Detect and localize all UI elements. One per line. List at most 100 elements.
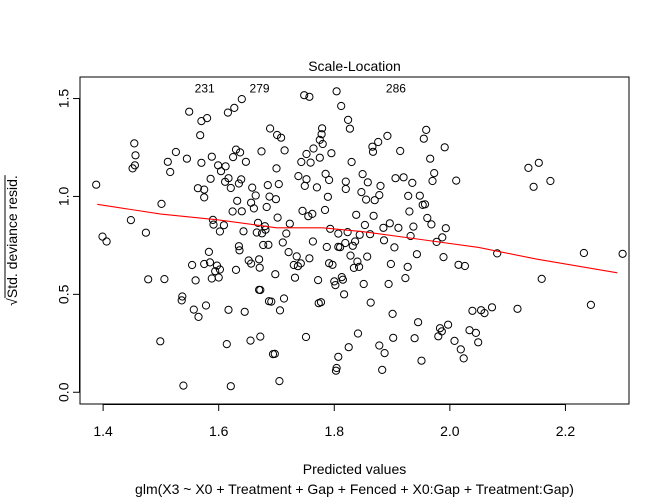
data-point xyxy=(241,157,250,166)
data-point xyxy=(315,135,324,144)
data-point xyxy=(92,180,101,189)
point-label: 279 xyxy=(250,82,270,96)
data-point xyxy=(309,144,318,153)
data-point xyxy=(273,213,282,222)
data-point xyxy=(401,274,410,283)
data-point xyxy=(252,228,261,237)
data-point xyxy=(374,137,383,147)
data-point xyxy=(360,220,369,230)
data-point xyxy=(236,148,245,157)
data-point xyxy=(177,296,186,305)
data-point xyxy=(454,260,463,269)
data-point xyxy=(513,304,522,313)
data-point xyxy=(323,192,332,201)
data-point xyxy=(297,157,306,167)
data-point xyxy=(256,332,265,341)
data-point xyxy=(141,228,150,237)
data-point xyxy=(331,281,340,290)
data-point xyxy=(233,196,242,205)
data-point xyxy=(340,290,349,299)
data-point xyxy=(271,270,280,279)
data-point xyxy=(228,207,237,216)
data-point xyxy=(255,255,264,264)
data-point xyxy=(237,175,246,184)
data-point xyxy=(363,252,372,261)
data-point xyxy=(388,309,397,318)
data-point xyxy=(290,273,300,282)
data-point xyxy=(102,237,111,246)
data-point xyxy=(157,199,166,208)
y-tick-label: 1.0 xyxy=(56,187,72,207)
annotations-layer: 231 279 286 xyxy=(195,82,407,96)
data-point xyxy=(341,238,350,248)
data-point xyxy=(301,332,311,342)
x-axis-label: Predicted values xyxy=(303,461,407,477)
data-point xyxy=(267,297,276,306)
data-point xyxy=(315,153,324,162)
data-point xyxy=(215,265,224,274)
data-point xyxy=(215,227,224,236)
data-point xyxy=(437,327,446,336)
data-point xyxy=(434,332,443,341)
data-point xyxy=(230,103,239,113)
data-point xyxy=(248,183,257,192)
data-point xyxy=(304,212,313,221)
data-point xyxy=(409,222,418,231)
data-point xyxy=(275,377,284,386)
data-point xyxy=(419,134,428,143)
data-point xyxy=(216,167,226,176)
data-point xyxy=(193,184,202,193)
data-point xyxy=(249,204,258,213)
data-point xyxy=(618,249,627,258)
data-point xyxy=(296,259,305,268)
data-point xyxy=(529,182,538,191)
data-point xyxy=(171,147,180,157)
data-point xyxy=(343,228,352,237)
data-point xyxy=(126,216,135,225)
data-point xyxy=(314,276,323,285)
data-point xyxy=(384,279,393,289)
data-point xyxy=(166,167,175,177)
data-point xyxy=(439,253,448,262)
data-point xyxy=(404,191,413,200)
data-point xyxy=(285,219,294,228)
data-point xyxy=(231,265,241,274)
data-point xyxy=(274,180,283,189)
data-point xyxy=(131,151,140,160)
point-label: 231 xyxy=(195,82,215,96)
data-point xyxy=(351,237,360,246)
y-tick-label: 1.5 xyxy=(56,89,72,109)
data-point xyxy=(346,251,355,260)
data-point xyxy=(200,193,209,202)
data-point xyxy=(546,176,555,186)
plot-frame xyxy=(79,76,630,405)
x-axis: 1.4 1.6 1.8 2.0 2.2 xyxy=(93,404,575,439)
x-tick-label: 1.6 xyxy=(209,423,229,439)
data-point xyxy=(358,170,367,179)
data-point xyxy=(200,259,209,269)
data-point xyxy=(399,173,408,182)
data-point xyxy=(440,143,449,152)
data-point xyxy=(222,340,231,349)
data-point xyxy=(408,178,417,187)
smooth-line xyxy=(97,203,618,274)
data-point xyxy=(317,130,326,139)
data-point xyxy=(438,233,447,242)
data-point xyxy=(345,124,354,133)
data-point xyxy=(471,328,480,337)
data-point xyxy=(191,276,200,285)
data-point xyxy=(410,334,419,343)
data-point xyxy=(332,363,341,373)
data-point xyxy=(259,240,268,250)
data-point xyxy=(189,305,198,314)
data-point xyxy=(415,191,424,200)
data-point xyxy=(224,174,233,183)
data-point xyxy=(412,250,421,259)
data-point xyxy=(375,191,384,200)
data-point xyxy=(379,223,388,232)
data-point xyxy=(383,131,392,140)
data-point xyxy=(300,91,309,100)
data-point xyxy=(201,301,211,310)
data-point xyxy=(334,229,343,238)
data-point xyxy=(203,114,212,123)
